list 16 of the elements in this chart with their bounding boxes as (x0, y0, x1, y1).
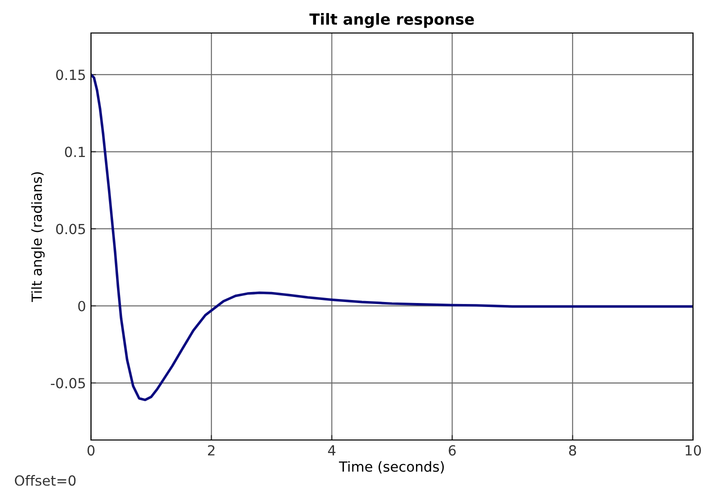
y-tick-label: 0.1 (64, 146, 85, 158)
x-axis-title: Time (seconds) (338, 461, 444, 474)
chart-title: Tilt angle response (309, 13, 474, 28)
y-tick-label: 0.15 (56, 70, 85, 80)
x-tick-label: 2 (208, 445, 214, 456)
x-tick-label: 8 (569, 445, 576, 456)
y-tick-label: -0.05 (50, 378, 85, 388)
y-tick-label: 0.05 (56, 224, 85, 234)
line-series (91, 73, 693, 402)
x-tick-label: 4 (328, 445, 336, 456)
y-axis-title: Tilt angle (radians) (31, 172, 45, 302)
y-tick-label: 0 (78, 300, 86, 312)
x-tick-label: 0 (87, 445, 94, 456)
x-tick-label: 6 (448, 445, 456, 456)
text: Offset=0 (14, 475, 76, 486)
x-tick-label: 10 (686, 445, 701, 456)
